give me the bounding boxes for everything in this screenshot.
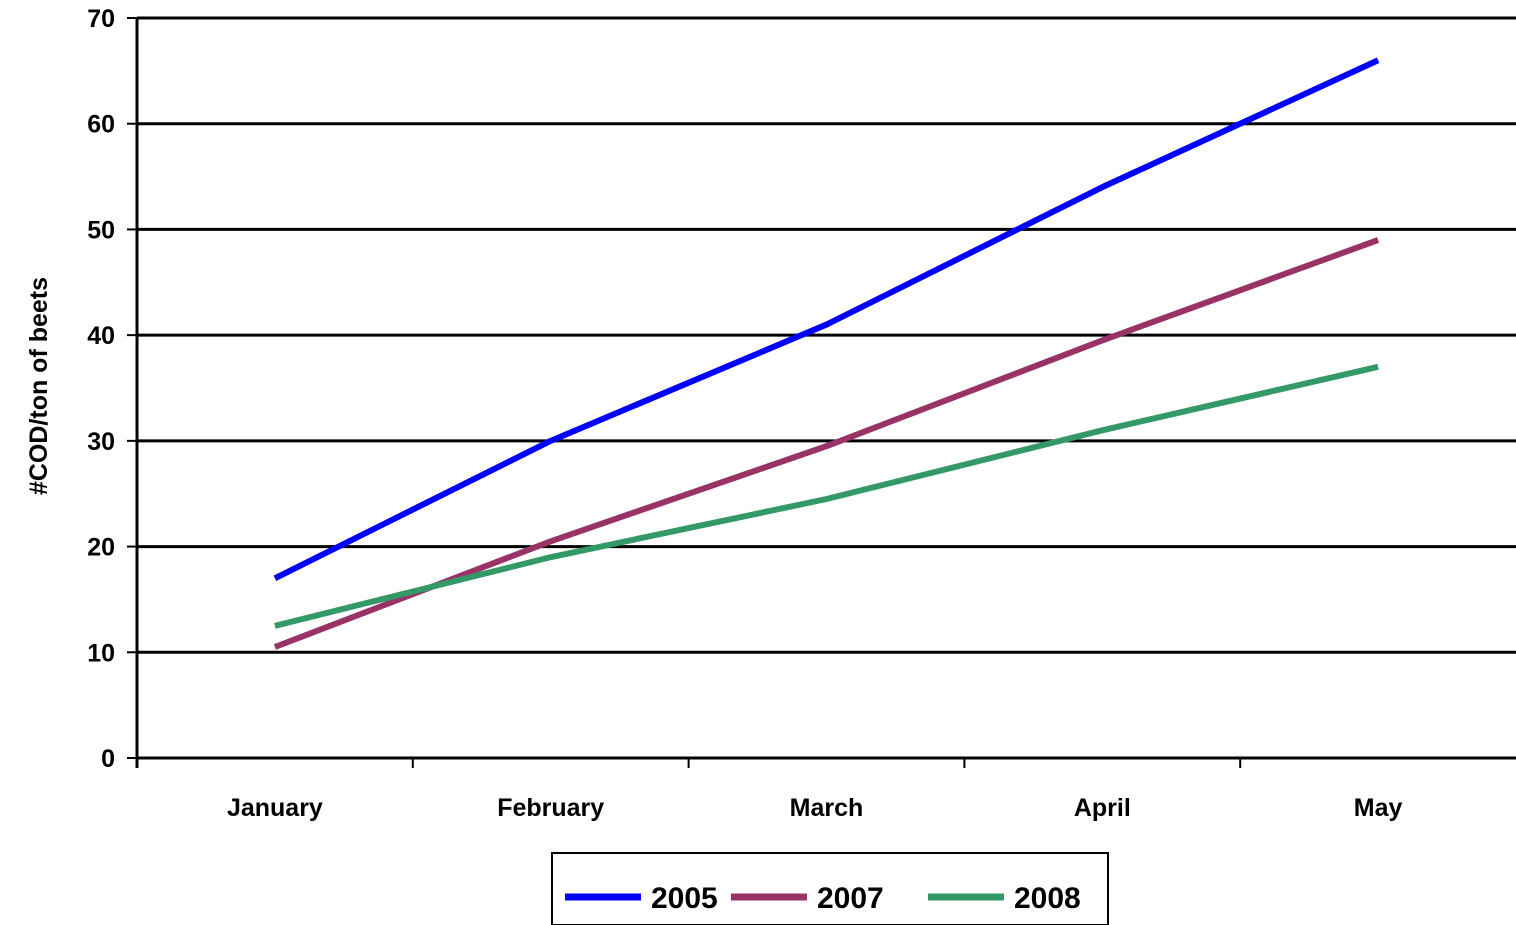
- x-tick-label-january: January: [227, 794, 323, 822]
- y-tick-label: 70: [87, 5, 115, 33]
- series-lines: [273, 57, 1380, 650]
- y-tick-label: 0: [101, 745, 115, 773]
- y-tick-label: 20: [87, 534, 115, 562]
- y-tick-label: 10: [87, 639, 115, 667]
- y-tick-label: 50: [87, 216, 115, 244]
- legend-label-2007: 2007: [817, 882, 884, 915]
- legend-label-2008: 2008: [1014, 882, 1081, 915]
- legend: 2005 2007 2008: [551, 852, 1109, 925]
- y-tick-label: 30: [87, 428, 115, 456]
- x-tick-label-february: February: [497, 794, 604, 822]
- series-line-2007: [273, 237, 1380, 650]
- legend-box: [551, 852, 1109, 925]
- gridlines: [137, 16, 1516, 654]
- series-line-2008: [274, 363, 1379, 629]
- axes: 0 10 20 30 40 50 60 70 January February March April…: [87, 5, 1516, 822]
- x-tick-label-may: May: [1354, 794, 1403, 822]
- legend-label-2005: 2005: [651, 882, 718, 915]
- x-tick-label-march: March: [790, 794, 864, 822]
- x-tick-label-april: April: [1074, 794, 1131, 822]
- series-line-2005: [273, 57, 1380, 581]
- y-tick-label: 60: [87, 111, 115, 139]
- y-tick-label: 40: [87, 322, 115, 350]
- y-axis-title: #COD/ton of beets: [25, 277, 53, 495]
